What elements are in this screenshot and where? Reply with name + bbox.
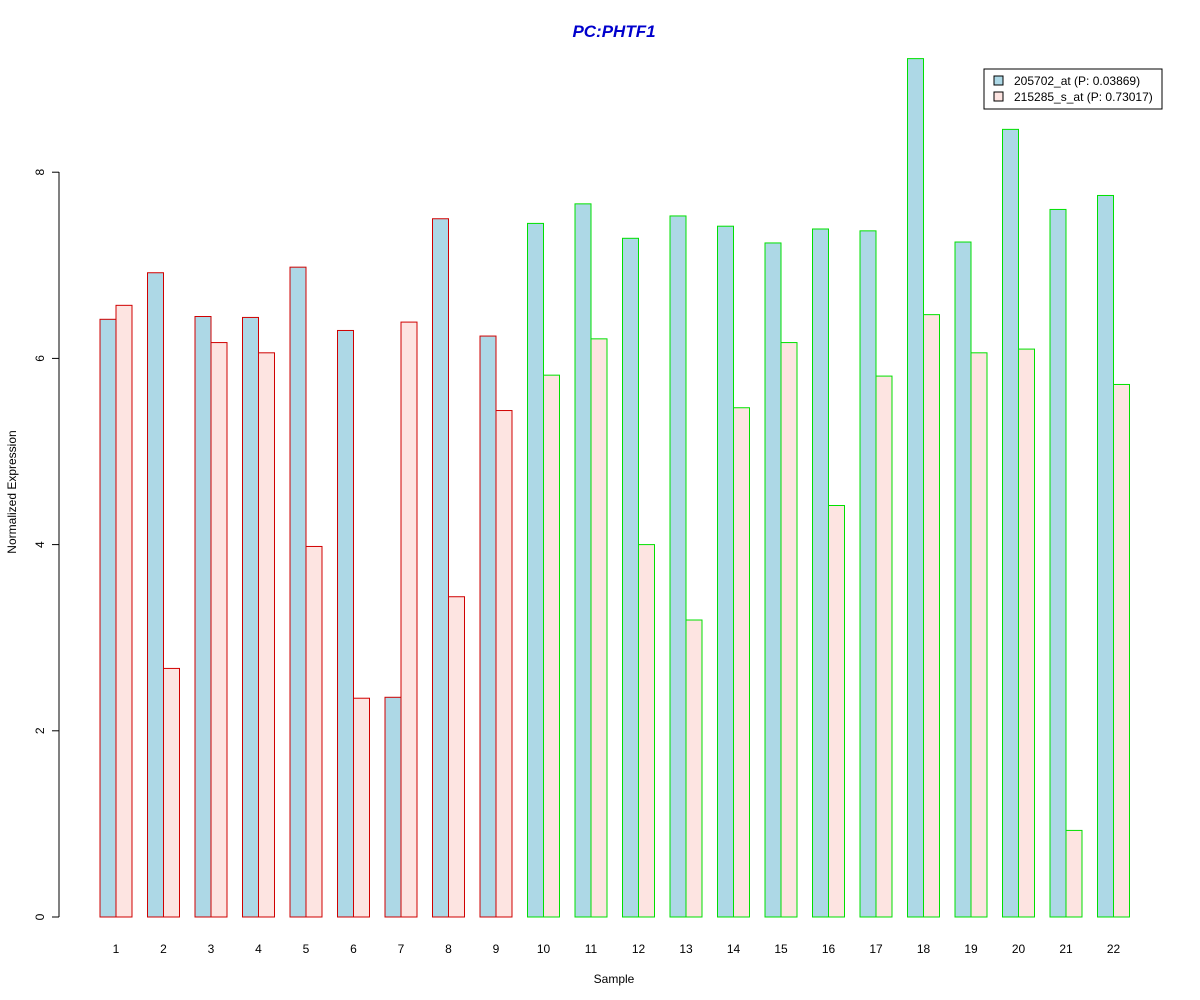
y-tick-label: 8 — [33, 169, 47, 176]
x-tick-label: 4 — [255, 942, 262, 956]
bar-series-2-sample-13 — [685, 619, 703, 918]
x-tick-label: 22 — [1107, 942, 1121, 956]
x-tick-label: 5 — [303, 942, 310, 956]
legend: 205702_at (P: 0.03869) 215285_s_at (P: 0… — [983, 68, 1163, 110]
bar-series-1-sample-4 — [242, 316, 259, 918]
x-tick-label: 13 — [679, 942, 693, 956]
bar-series-1-sample-8 — [432, 218, 449, 918]
x-tick-label: 3 — [208, 942, 215, 956]
bar-series-1-sample-15 — [764, 242, 782, 918]
x-tick-label: 10 — [537, 942, 551, 956]
bar-series-2-sample-16 — [828, 504, 845, 918]
bar-series-2-sample-14 — [733, 407, 750, 918]
x-tick-label: 21 — [1059, 942, 1073, 956]
bar-series-2-sample-15 — [780, 342, 798, 918]
x-tick-label: 12 — [632, 942, 646, 956]
bar-series-1-sample-13 — [669, 215, 687, 918]
bar-series-1-sample-1 — [99, 318, 117, 918]
bar-series-2-sample-10 — [543, 374, 560, 918]
legend-swatch-series-1 — [993, 75, 1004, 86]
x-tick-label: 16 — [822, 942, 836, 956]
y-tick-label: 6 — [33, 355, 47, 362]
x-tick-label: 6 — [350, 942, 357, 956]
x-tick-label: 15 — [774, 942, 788, 956]
bar-series-1-sample-5 — [289, 266, 307, 918]
bar-series-2-sample-7 — [400, 321, 418, 918]
bar-series-1-sample-16 — [812, 228, 829, 918]
x-axis-labels: 1 2 3 4 5 6 7 8 9 10 11 12 13 14 15 16 17 18 19 20 21 22 — [113, 942, 1121, 956]
bar-series-2-sample-11 — [590, 338, 608, 918]
bar-series-1-sample-19 — [954, 241, 972, 918]
chart-title: PC:PHTF1 — [572, 22, 655, 41]
x-tick-label: 17 — [869, 942, 883, 956]
bar-series-2-sample-8 — [448, 596, 465, 918]
bar-series-1-sample-12 — [622, 237, 639, 918]
x-tick-label: 11 — [585, 942, 598, 956]
bar-series-2-sample-2 — [163, 667, 180, 918]
x-tick-label: 20 — [1012, 942, 1026, 956]
bar-series-2-sample-1 — [115, 304, 133, 918]
bar-series-2-sample-5 — [305, 545, 323, 918]
x-tick-label: 1 — [113, 942, 120, 956]
bar-series-1-sample-6 — [337, 329, 354, 918]
y-tick-label: 2 — [33, 727, 47, 734]
x-tick-label: 7 — [398, 942, 405, 956]
y-axis: 0 2 4 6 8 — [33, 169, 60, 920]
x-tick-label: 19 — [964, 942, 978, 956]
bar-series-1-sample-21 — [1049, 208, 1067, 918]
bar-series-1-sample-20 — [1002, 128, 1019, 918]
y-tick-label: 0 — [33, 913, 47, 920]
legend-label-series-1: 205702_at (P: 0.03869) — [1014, 74, 1140, 88]
bar-series-2-sample-17 — [875, 375, 893, 918]
legend-label-series-2: 215285_s_at (P: 0.73017) — [1014, 90, 1153, 104]
bar-series-2-sample-22 — [1113, 383, 1130, 918]
bar-series-1-sample-18 — [907, 58, 924, 918]
x-tick-label: 8 — [445, 942, 452, 956]
bar-series-2-sample-4 — [258, 352, 275, 918]
bar-series-1-sample-9 — [479, 335, 497, 918]
bar-series-2-sample-21 — [1065, 829, 1083, 918]
bar-series-1-sample-14 — [717, 225, 734, 918]
bar-series-1-sample-2 — [147, 272, 164, 918]
bars-group — [99, 58, 1130, 918]
bar-series-1-sample-17 — [859, 230, 877, 918]
bar-series-2-sample-19 — [970, 352, 988, 918]
legend-swatch-series-2 — [993, 91, 1004, 102]
bar-series-2-sample-12 — [638, 544, 655, 918]
bar-series-2-sample-6 — [353, 697, 370, 918]
y-axis-title: Normalized Expression — [5, 430, 19, 553]
x-tick-label: 9 — [493, 942, 500, 956]
bar-series-1-sample-11 — [574, 203, 592, 918]
bar-series-2-sample-3 — [210, 342, 228, 918]
legend-box — [983, 68, 1163, 110]
x-tick-label: 18 — [917, 942, 931, 956]
bar-series-1-sample-10 — [527, 222, 544, 918]
y-tick-label: 4 — [33, 541, 47, 548]
bar-series-2-sample-18 — [923, 314, 940, 918]
bar-series-2-sample-20 — [1018, 348, 1035, 918]
bar-series-1-sample-3 — [194, 316, 212, 918]
x-tick-label: 2 — [160, 942, 167, 956]
x-tick-label: 14 — [727, 942, 741, 956]
x-axis-title: Sample — [594, 972, 635, 986]
bar-series-1-sample-22 — [1097, 194, 1114, 918]
bar-series-1-sample-7 — [384, 696, 402, 918]
bar-series-2-sample-9 — [495, 410, 513, 918]
